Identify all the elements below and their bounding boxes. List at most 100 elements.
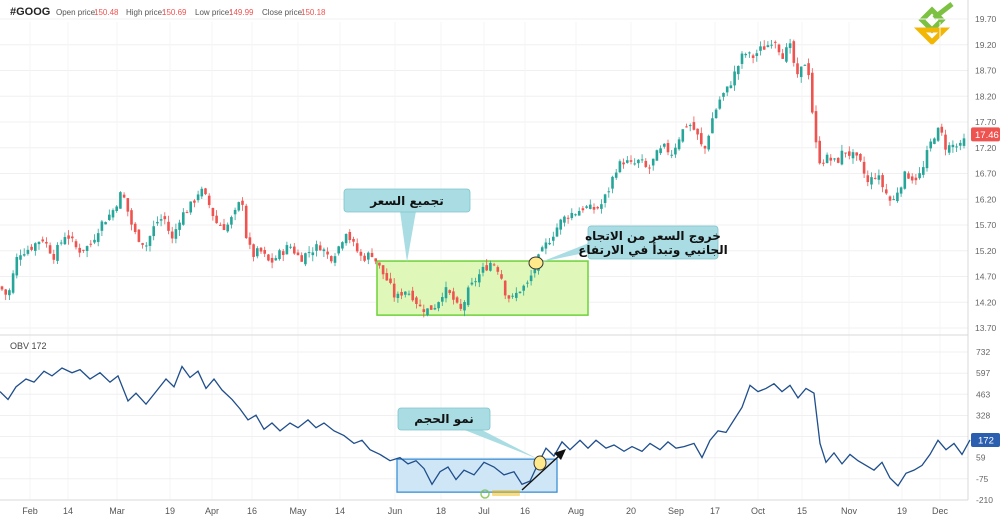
candle-body (622, 162, 625, 165)
candle-body (807, 63, 810, 76)
candle-body (959, 142, 962, 146)
candle-body (230, 217, 233, 225)
candle-body (940, 126, 944, 133)
x-tick-label: 16 (247, 506, 257, 516)
candle-body (603, 194, 607, 203)
obv-tick-label: -75 (976, 474, 989, 484)
watermark-logo (480, 489, 520, 499)
candle-body (0, 286, 4, 290)
candle-body (918, 173, 921, 179)
candle-body (200, 188, 204, 197)
candle-body (503, 280, 507, 296)
x-tick-label: Oct (751, 506, 766, 516)
candle-body (407, 293, 411, 295)
candle-body (26, 249, 30, 254)
symbol-title: #GOOG (10, 6, 50, 18)
candle-body (404, 291, 407, 295)
candle-body (781, 53, 784, 59)
candle-body (681, 129, 685, 142)
candle-body (322, 249, 326, 252)
candle-body (152, 226, 155, 237)
obv-breakout-marker (533, 455, 547, 471)
breakout-callout: خروج السعر من الاتجاه الجانبي وتبدأ في ا… (541, 225, 728, 262)
x-tick-label: Jul (478, 506, 490, 516)
candle-body (829, 157, 833, 161)
x-tick-label: May (289, 506, 307, 516)
candle-body (922, 167, 925, 175)
price-tick-label: 14.70 (975, 272, 997, 282)
candle-body (285, 245, 289, 255)
candle-body (507, 295, 511, 299)
candle-body (244, 205, 248, 239)
candle-body (511, 295, 514, 297)
price-tick-label: 16.70 (975, 169, 997, 179)
candle-body (34, 243, 37, 251)
candle-body (574, 214, 577, 216)
candle-body (844, 152, 847, 154)
candle-body (703, 145, 707, 149)
candle-body (581, 208, 585, 211)
candle-body (836, 157, 840, 163)
candle-body (437, 302, 440, 309)
x-tick-label: Nov (841, 506, 858, 516)
candle-body (777, 44, 781, 53)
candle-body (748, 52, 751, 54)
candle-body (962, 138, 966, 146)
candle-body (566, 217, 570, 219)
candle-body (400, 291, 403, 296)
candle-body (444, 287, 448, 299)
candle-body (215, 215, 218, 224)
volume-callout: نمو الحجم (397, 407, 538, 459)
candle-body (278, 250, 281, 260)
x-tick-label: Aug (568, 506, 584, 516)
candle-body (640, 159, 644, 161)
candle-body (648, 167, 651, 169)
breakout-label-line2: الجانبي وتبدأ في الارتفاع (578, 242, 728, 258)
x-tick-label: Dec (932, 506, 949, 516)
candle-body (478, 274, 481, 283)
candle-body (492, 264, 496, 266)
candle-body (692, 122, 696, 130)
candle-body (670, 154, 673, 156)
candle-body (415, 297, 418, 305)
candle-body (63, 237, 67, 245)
candle-body (936, 127, 940, 141)
candle-body (500, 274, 503, 279)
x-tick-label: Apr (205, 506, 219, 516)
candle-body (762, 46, 766, 50)
x-tick-label: 16 (520, 506, 530, 516)
candle-body (755, 53, 759, 56)
candle-body (130, 210, 133, 225)
chart-header: #GOOG Open price: 150.48 High price: 150… (10, 6, 326, 18)
candle-body (526, 282, 529, 284)
candle-body (614, 172, 618, 178)
candle-body (333, 256, 337, 263)
candle-body (204, 188, 207, 195)
candle-body (914, 177, 918, 181)
candle-body (559, 219, 562, 230)
candle-body (485, 265, 488, 271)
candle-body (56, 244, 59, 261)
candle-body (341, 242, 344, 249)
candle-body (133, 223, 137, 233)
candle-body (37, 241, 41, 245)
candle-body (141, 243, 144, 245)
candle-body (359, 251, 363, 256)
candle-body (515, 292, 518, 298)
candle-body (600, 204, 603, 209)
candle-body (907, 173, 910, 179)
candle-body (148, 236, 152, 246)
close-value: 150.18 (301, 8, 326, 17)
candle-body (618, 161, 622, 173)
candle-body (496, 267, 500, 272)
candle-body (41, 239, 44, 242)
candle-body (241, 200, 244, 205)
candle-body (59, 242, 63, 244)
candle-body (722, 92, 725, 97)
candle-body (818, 140, 821, 164)
candle-body (429, 305, 433, 310)
high-label: High price: (126, 8, 164, 17)
price-tick-label: 17.20 (975, 143, 997, 153)
candle-body (296, 252, 300, 256)
